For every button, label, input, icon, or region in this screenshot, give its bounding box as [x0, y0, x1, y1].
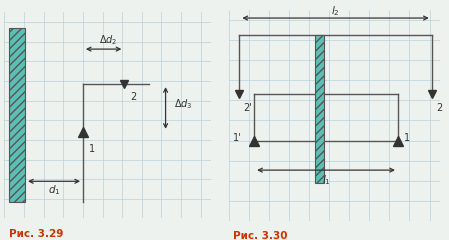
Text: $l_2$: $l_2$	[331, 4, 340, 18]
Text: $d_1$: $d_1$	[48, 184, 60, 198]
Bar	[315, 35, 325, 183]
Text: 2: 2	[436, 102, 442, 113]
Text: $l_1$: $l_1$	[321, 173, 330, 186]
Text: $\Delta d_3$: $\Delta d_3$	[174, 97, 193, 111]
Text: 1: 1	[404, 133, 410, 144]
Text: 2': 2'	[244, 102, 252, 113]
Text: 1': 1'	[233, 133, 242, 144]
Text: 2: 2	[131, 92, 137, 102]
Text: Рис. 3.29: Рис. 3.29	[9, 229, 63, 239]
Text: $\Delta d_2$: $\Delta d_2$	[99, 33, 117, 47]
Text: 1: 1	[89, 144, 95, 154]
Bar	[9, 29, 25, 202]
Text: Рис. 3.30: Рис. 3.30	[233, 231, 288, 240]
